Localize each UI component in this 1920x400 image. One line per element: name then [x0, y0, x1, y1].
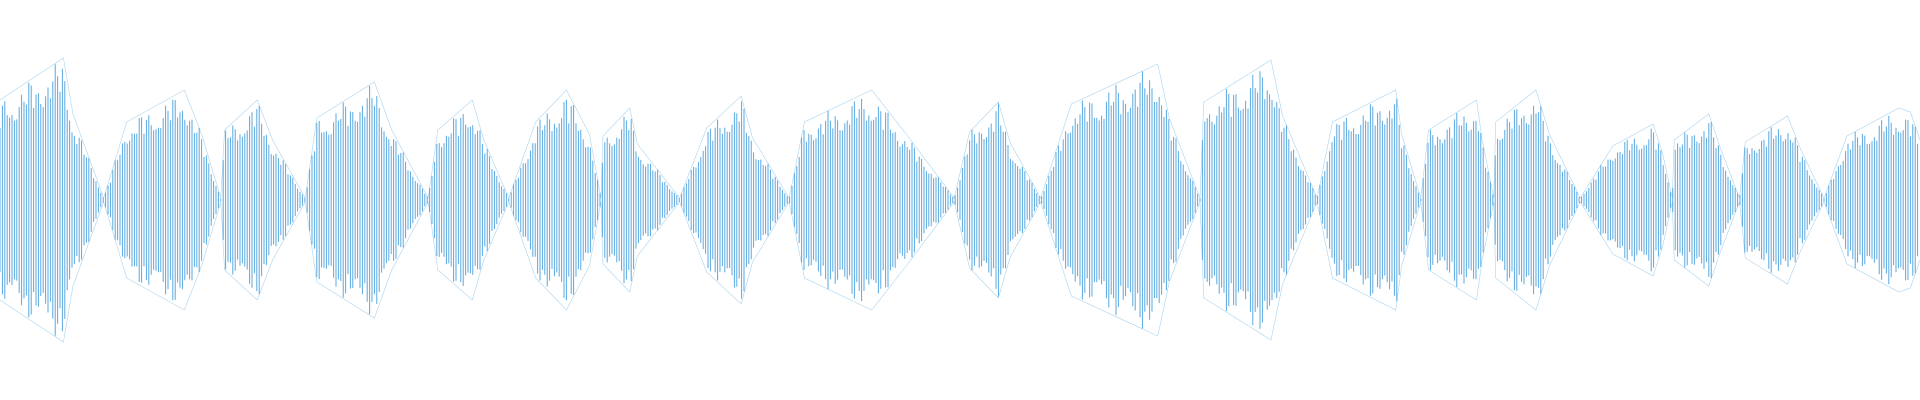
- waveform-texture: [0, 64, 1919, 336]
- waveform-envelope-top: [0, 57, 1920, 200]
- waveform-envelope-bottom: [0, 200, 1920, 343]
